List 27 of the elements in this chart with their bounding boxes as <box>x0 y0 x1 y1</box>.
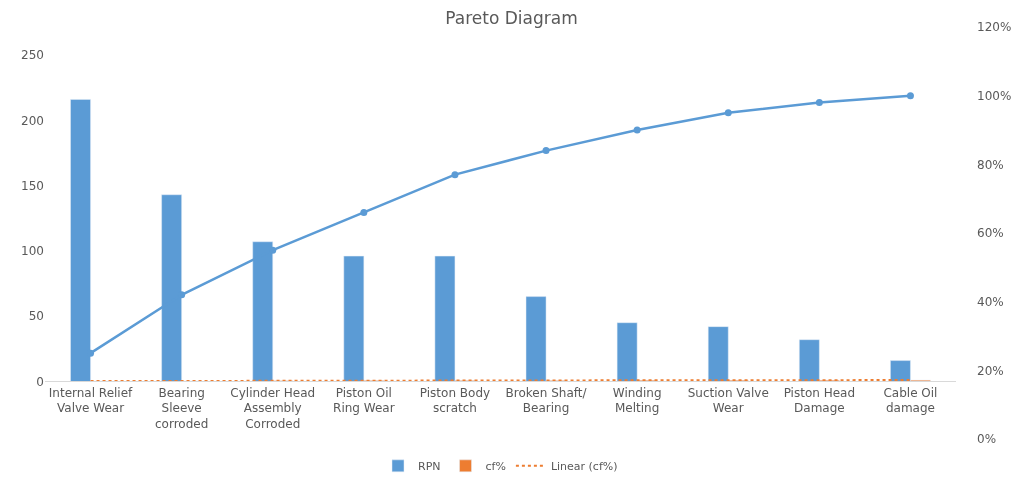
y-tick-label: 100 <box>21 244 44 259</box>
y2-tick-label: 80% <box>977 157 1004 172</box>
y-tick-label: 150 <box>21 178 44 193</box>
x-tick-label: Piston Head Damage <box>783 385 856 416</box>
y2-tick-label: 40% <box>977 294 1004 309</box>
y2-tick-label: 100% <box>977 88 1012 103</box>
x-tick-label: Piston Oil Ring Wear <box>333 385 395 416</box>
x-tick-label: Cylinder Head Assembly Corroded <box>230 385 316 432</box>
x-tick-label: Bearing Sleeve corroded <box>155 385 209 432</box>
x-tick-label: Piston Body scratch <box>419 385 491 416</box>
legend-label: Linear (cf%) <box>550 460 618 474</box>
x-tick-label: Winding Melting <box>612 385 662 416</box>
x-tick-label: Cable Oil damage <box>883 385 938 416</box>
legend-label: RPN <box>418 460 441 474</box>
y2-tick-label: 20% <box>977 363 1004 378</box>
y-tick-label: 200 <box>21 113 44 128</box>
y2-tick-label: 120% <box>977 20 1012 35</box>
legend-label: cf% <box>485 460 506 474</box>
x-tick-label: Broken Shaft/ Bearing <box>505 385 588 416</box>
y-tick-label: 250 <box>21 48 44 63</box>
x-tick-label: Suction Valve Wear <box>687 385 769 416</box>
y-tick-label: 0 <box>36 374 44 389</box>
chart-title: Pareto Diagram <box>445 8 578 29</box>
y2-tick-label: 60% <box>977 226 1004 241</box>
x-tick-label: Internal Relief Valve Wear <box>48 385 134 416</box>
y-tick-label: 50 <box>28 309 44 324</box>
y2-tick-label: 0% <box>977 432 997 447</box>
